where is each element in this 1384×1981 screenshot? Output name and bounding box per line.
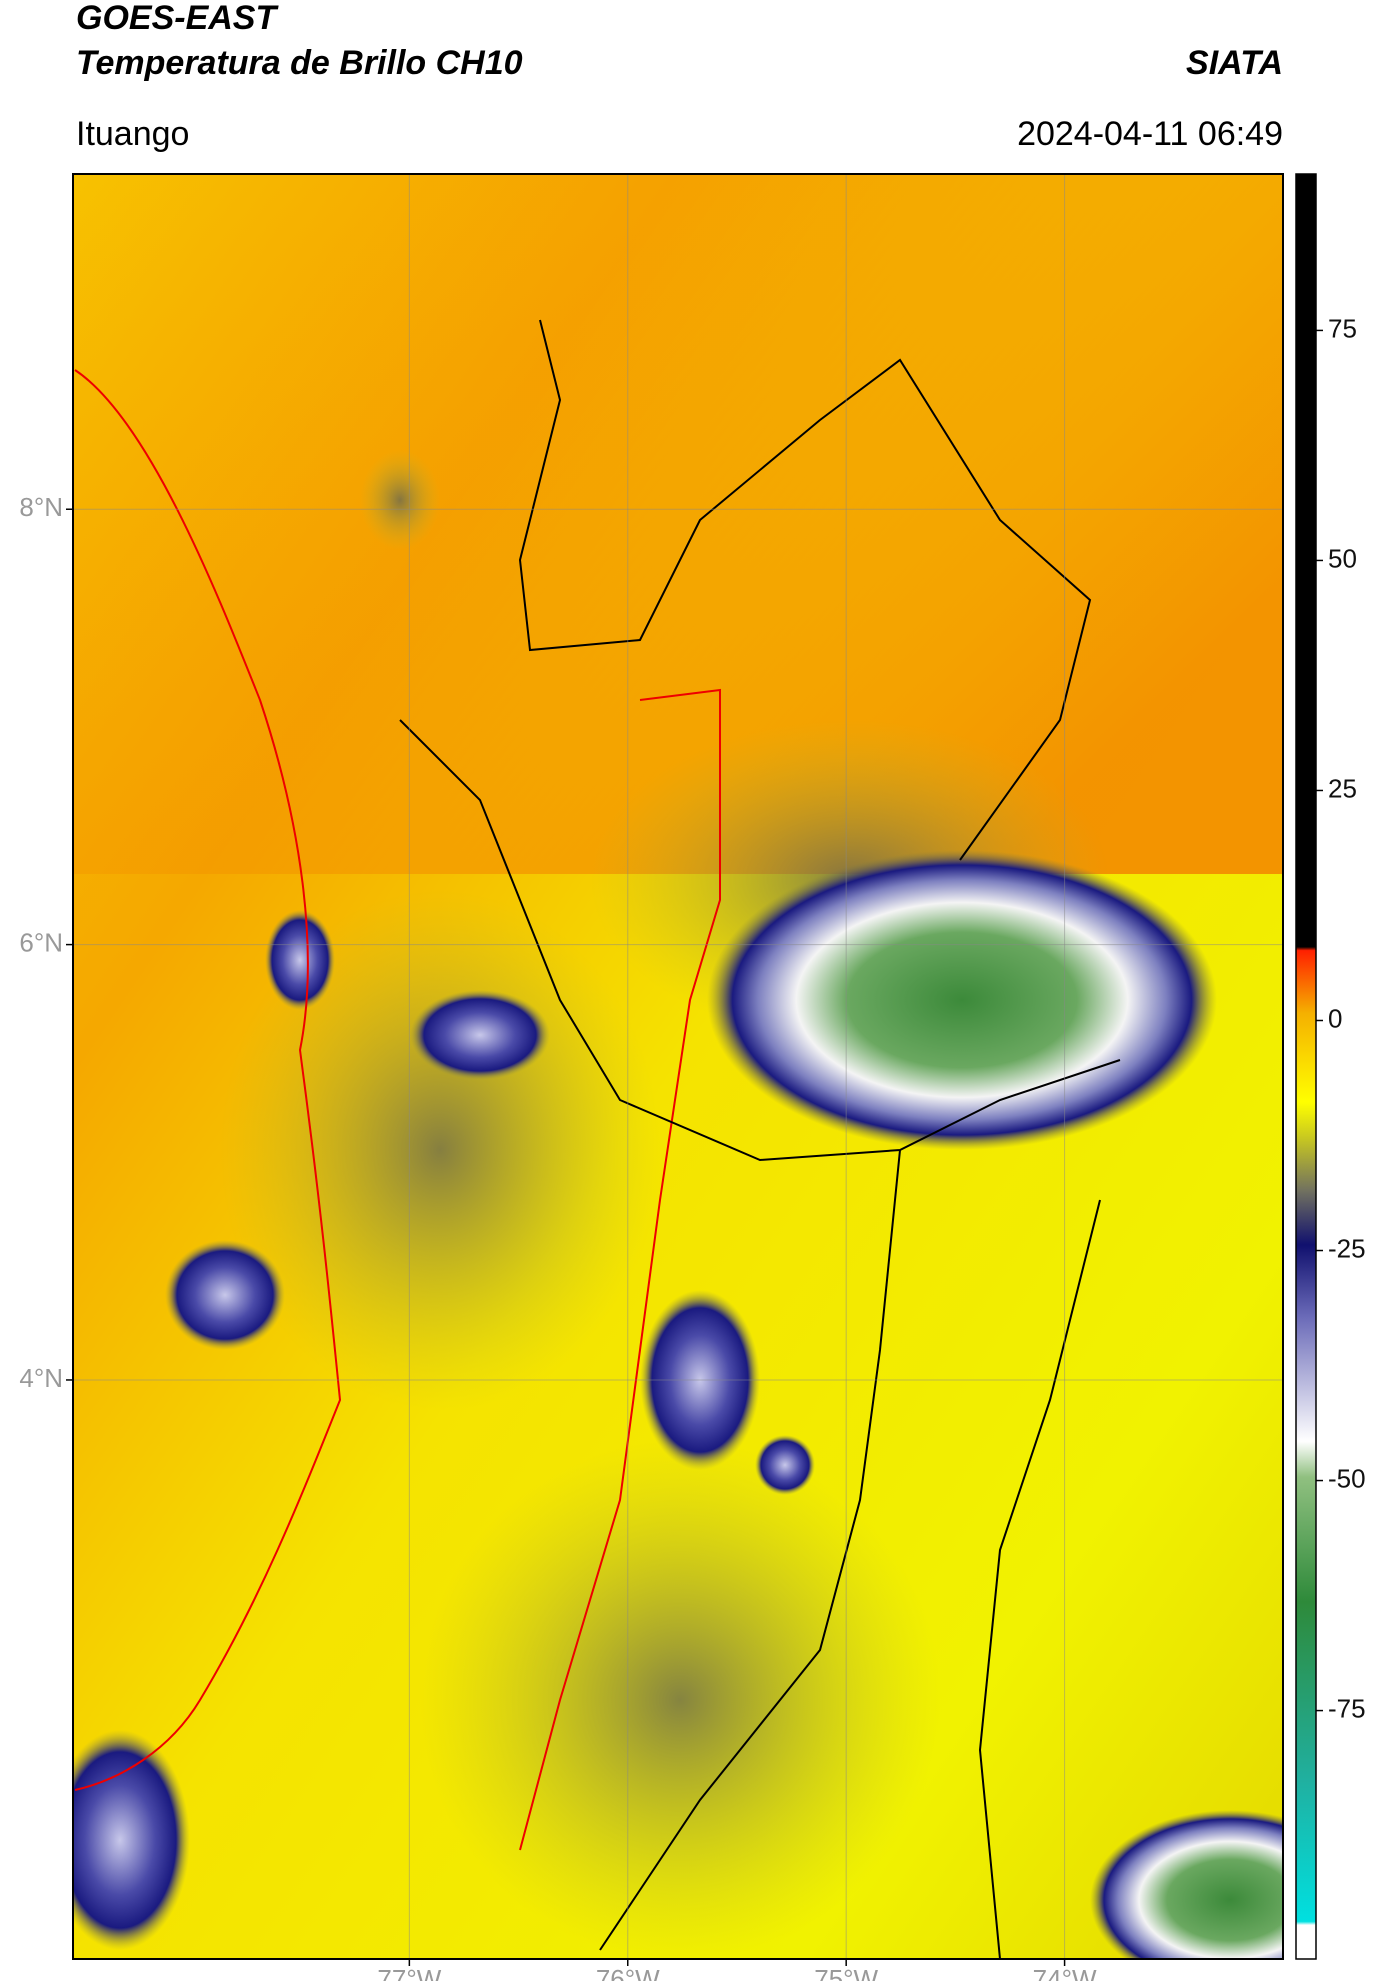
title: GOES-EAST bbox=[76, 0, 279, 37]
colorbar-tick-label: 25 bbox=[1328, 773, 1357, 803]
lat-tick-label: 6°N bbox=[19, 927, 63, 957]
lon-tick-label: 77°W bbox=[377, 1964, 441, 1981]
colorbar-tick-label: -25 bbox=[1328, 1233, 1366, 1263]
lat-tick-label: 4°N bbox=[19, 1363, 63, 1393]
colorbar bbox=[1295, 173, 1317, 1960]
region: Ituango bbox=[76, 115, 189, 153]
colorbar-tick-label: -75 bbox=[1328, 1693, 1366, 1723]
map-image bbox=[73, 174, 1283, 1959]
datetime: 2024-04-11 06:49 bbox=[1017, 115, 1283, 153]
map-frame bbox=[72, 173, 1284, 1960]
source: SIATA bbox=[1186, 44, 1283, 82]
lon-tick-label: 74°W bbox=[1033, 1964, 1097, 1981]
lon-tick-label: 75°W bbox=[814, 1964, 878, 1981]
colorbar-tick-label: -50 bbox=[1328, 1463, 1366, 1493]
lat-tick-label: 8°N bbox=[19, 492, 63, 522]
lon-tick-label: 76°W bbox=[596, 1964, 660, 1981]
colorbar-tick-label: 50 bbox=[1328, 543, 1357, 573]
colorbar-tick-label: 75 bbox=[1328, 313, 1357, 343]
map-grid bbox=[73, 174, 1283, 1959]
colorbar-tick-label: 0 bbox=[1328, 1003, 1342, 1033]
subtitle: Temperatura de Brillo CH10 bbox=[76, 44, 523, 82]
